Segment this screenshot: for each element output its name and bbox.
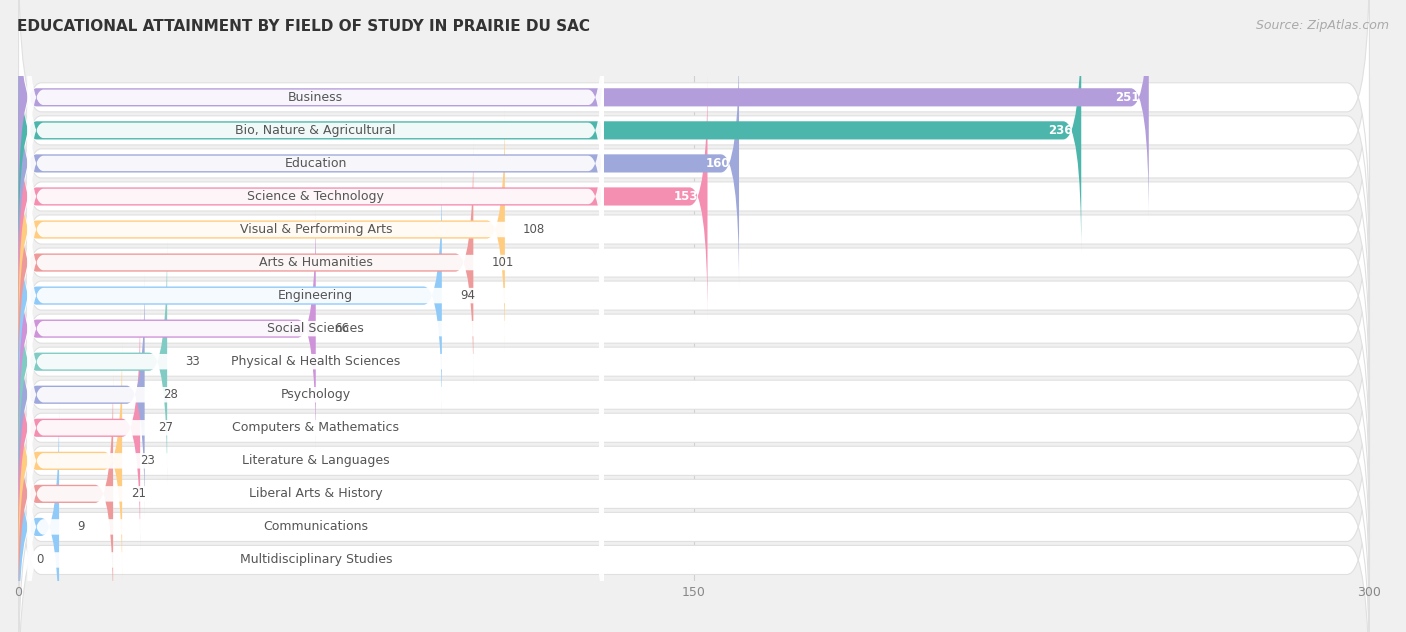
FancyBboxPatch shape — [28, 88, 605, 305]
Text: 236: 236 — [1047, 124, 1073, 137]
FancyBboxPatch shape — [28, 386, 605, 602]
FancyBboxPatch shape — [18, 106, 505, 353]
Text: 21: 21 — [131, 487, 146, 501]
FancyBboxPatch shape — [18, 8, 1081, 253]
FancyBboxPatch shape — [18, 376, 1369, 632]
FancyBboxPatch shape — [18, 73, 707, 320]
FancyBboxPatch shape — [28, 121, 605, 337]
FancyBboxPatch shape — [28, 221, 605, 437]
Text: Engineering: Engineering — [278, 289, 353, 302]
FancyBboxPatch shape — [28, 188, 605, 403]
Text: 23: 23 — [141, 454, 155, 467]
Text: 101: 101 — [491, 256, 513, 269]
FancyBboxPatch shape — [18, 410, 1369, 632]
FancyBboxPatch shape — [18, 371, 112, 617]
FancyBboxPatch shape — [28, 254, 605, 470]
Text: EDUCATIONAL ATTAINMENT BY FIELD OF STUDY IN PRAIRIE DU SAC: EDUCATIONAL ATTAINMENT BY FIELD OF STUDY… — [17, 19, 591, 34]
FancyBboxPatch shape — [18, 46, 1369, 347]
FancyBboxPatch shape — [28, 155, 605, 370]
FancyBboxPatch shape — [18, 337, 122, 584]
Text: 9: 9 — [77, 520, 84, 533]
FancyBboxPatch shape — [18, 79, 1369, 380]
Text: Arts & Humanities: Arts & Humanities — [259, 256, 373, 269]
Text: 160: 160 — [706, 157, 730, 170]
Text: Social Sciences: Social Sciences — [267, 322, 364, 335]
FancyBboxPatch shape — [18, 145, 1369, 446]
FancyBboxPatch shape — [18, 211, 1369, 513]
FancyBboxPatch shape — [28, 419, 605, 632]
Text: 0: 0 — [37, 554, 44, 566]
Text: 28: 28 — [163, 388, 177, 401]
Text: Liberal Arts & History: Liberal Arts & History — [249, 487, 382, 501]
Text: 153: 153 — [673, 190, 699, 203]
FancyBboxPatch shape — [18, 239, 167, 485]
FancyBboxPatch shape — [28, 353, 605, 569]
FancyBboxPatch shape — [28, 56, 605, 271]
FancyBboxPatch shape — [18, 0, 1149, 221]
Text: Business: Business — [288, 91, 343, 104]
Text: 94: 94 — [460, 289, 475, 302]
FancyBboxPatch shape — [18, 112, 1369, 413]
FancyBboxPatch shape — [28, 22, 605, 238]
Text: 108: 108 — [523, 223, 546, 236]
Text: 33: 33 — [186, 355, 200, 368]
Text: Computers & Mathematics: Computers & Mathematics — [232, 422, 399, 434]
Text: Education: Education — [284, 157, 347, 170]
FancyBboxPatch shape — [18, 244, 1369, 545]
FancyBboxPatch shape — [18, 277, 1369, 578]
Text: Psychology: Psychology — [281, 388, 352, 401]
FancyBboxPatch shape — [18, 205, 316, 452]
FancyBboxPatch shape — [18, 178, 1369, 479]
FancyBboxPatch shape — [28, 320, 605, 536]
Text: Source: ZipAtlas.com: Source: ZipAtlas.com — [1256, 19, 1389, 32]
Text: Visual & Performing Arts: Visual & Performing Arts — [239, 223, 392, 236]
Text: Communications: Communications — [263, 520, 368, 533]
FancyBboxPatch shape — [28, 287, 605, 502]
FancyBboxPatch shape — [18, 272, 145, 518]
FancyBboxPatch shape — [28, 452, 605, 632]
FancyBboxPatch shape — [18, 305, 141, 551]
FancyBboxPatch shape — [18, 343, 1369, 632]
Text: Literature & Languages: Literature & Languages — [242, 454, 389, 467]
FancyBboxPatch shape — [18, 0, 1369, 248]
FancyBboxPatch shape — [18, 310, 1369, 612]
Text: 251: 251 — [1115, 91, 1140, 104]
FancyBboxPatch shape — [18, 0, 1369, 281]
FancyBboxPatch shape — [18, 404, 59, 632]
FancyBboxPatch shape — [18, 13, 1369, 314]
Text: Bio, Nature & Agricultural: Bio, Nature & Agricultural — [235, 124, 396, 137]
FancyBboxPatch shape — [18, 40, 740, 286]
Text: Multidisciplinary Studies: Multidisciplinary Studies — [239, 554, 392, 566]
Text: Physical & Health Sciences: Physical & Health Sciences — [231, 355, 401, 368]
Text: 66: 66 — [333, 322, 349, 335]
FancyBboxPatch shape — [18, 173, 441, 418]
Text: 27: 27 — [157, 422, 173, 434]
FancyBboxPatch shape — [28, 0, 605, 205]
FancyBboxPatch shape — [18, 140, 474, 386]
Text: Science & Technology: Science & Technology — [247, 190, 384, 203]
